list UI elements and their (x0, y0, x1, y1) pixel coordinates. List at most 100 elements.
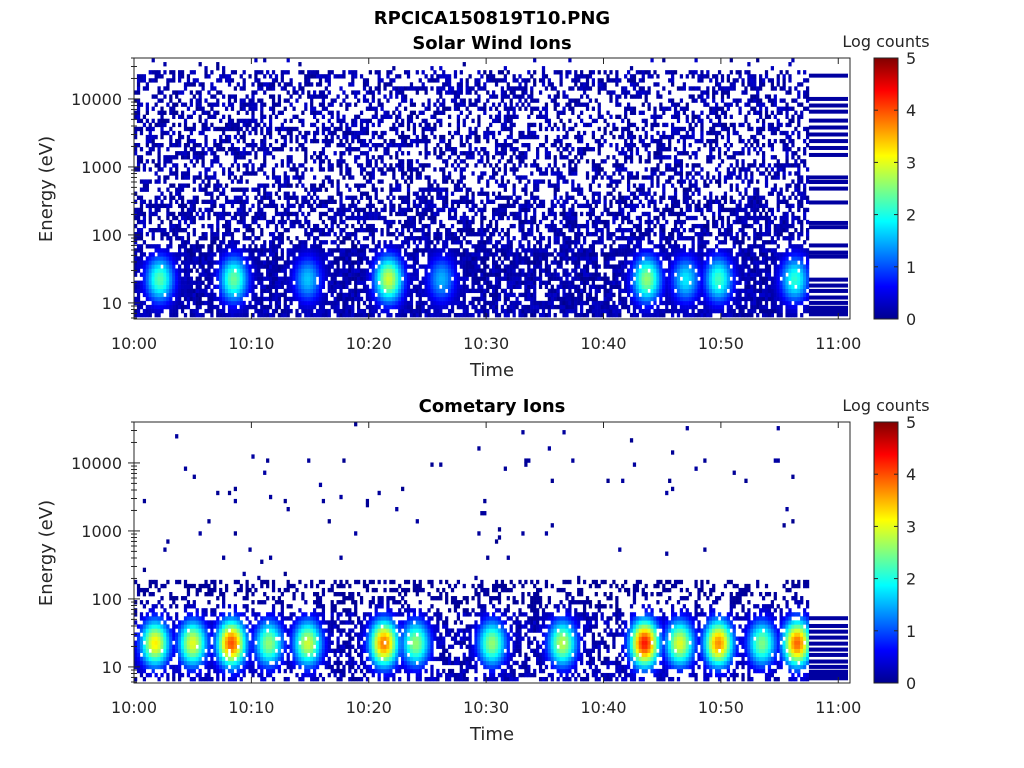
heatmap-cell (456, 240, 461, 245)
heatmap-cell (433, 260, 437, 265)
heatmap-cell (389, 252, 393, 257)
heatmap-cell (621, 248, 625, 253)
heatmap-cell (286, 304, 290, 310)
heatmap-cell (198, 264, 202, 269)
heatmap-cell (280, 236, 284, 241)
heatmap-cell (427, 207, 431, 213)
heatmap-cell (160, 260, 164, 265)
heatmap-cell (580, 256, 584, 261)
heatmap-cell (729, 304, 733, 310)
heatmap-cell (151, 227, 155, 233)
heatmap-cell (354, 268, 358, 273)
heatmap-cell (638, 215, 642, 221)
heatmap-cell (263, 264, 267, 269)
heatmap-cell (154, 292, 158, 298)
heatmap-cell (351, 300, 355, 306)
heatmap-cell (626, 203, 631, 209)
heatmap-cell (304, 276, 308, 281)
heatmap-cell (266, 219, 270, 225)
heatmap-cell (641, 308, 645, 314)
heatmap-cell (650, 256, 654, 261)
heatmap-cell (729, 227, 733, 233)
heatmap-cell (750, 312, 754, 318)
heatmap-cell (800, 292, 804, 298)
heatmap-cell (192, 215, 196, 221)
heatmap-cell (694, 207, 698, 213)
heatmap-cell (565, 260, 569, 265)
heatmap-cell (794, 308, 798, 314)
heatmap-cell (653, 215, 657, 221)
heatmap-cell (486, 284, 490, 289)
heatmap-cell (266, 268, 270, 273)
heatmap-cell (553, 312, 557, 318)
heatmap-cell (717, 232, 722, 237)
heatmap-cell (524, 280, 528, 285)
heatmap-cell (315, 264, 320, 269)
heatmap-cell (465, 252, 469, 257)
heatmap-cell (723, 240, 728, 245)
heatmap-cell (139, 248, 144, 253)
heatmap-cell (585, 256, 590, 261)
heatmap-cell (251, 256, 255, 261)
heatmap-cell (588, 304, 593, 310)
heatmap-cell (486, 276, 490, 281)
heatmap-cell (706, 268, 710, 273)
heatmap-cell (533, 280, 537, 285)
heatmap-cell (580, 304, 584, 310)
heatmap-cell (694, 288, 698, 294)
heatmap-cell (632, 260, 637, 265)
heatmap-cell (178, 268, 182, 273)
heatmap-cell (653, 292, 657, 298)
heatmap-cell (691, 227, 695, 233)
heatmap-cell (453, 199, 458, 205)
heatmap-cell (668, 296, 672, 302)
heatmap-cell (175, 308, 179, 314)
heatmap-cell (759, 276, 763, 281)
heatmap-cell (662, 268, 666, 273)
heatmap-cell (788, 207, 792, 213)
heatmap-cell (183, 248, 188, 253)
heatmap-cell (286, 199, 290, 205)
heatmap-cell (668, 256, 672, 261)
heatmap-cell (512, 252, 516, 257)
heatmap-cell (629, 240, 634, 245)
heatmap-cell (562, 312, 566, 318)
heatmap-cell (477, 300, 481, 306)
heatmap-cell (222, 264, 226, 269)
heatmap-cell (327, 308, 331, 314)
heatmap-cell (624, 256, 628, 261)
heatmap-cell (230, 284, 235, 289)
heatmap-cell (227, 276, 232, 281)
heatmap-cell (591, 260, 595, 265)
heatmap-cell (676, 292, 681, 298)
heatmap-cell (424, 223, 428, 229)
heatmap-cell (163, 203, 167, 209)
heatmap-cell (550, 272, 554, 277)
heatmap-cell (406, 199, 411, 205)
heatmap-cell (761, 288, 766, 294)
heatmap-cell (301, 304, 305, 310)
heatmap-cell (767, 264, 772, 269)
heatmap-cell (298, 264, 302, 269)
heatmap-cell (659, 264, 663, 269)
heatmap-cell (292, 223, 296, 229)
heatmap-cell (489, 199, 493, 205)
heatmap-cell (160, 296, 164, 302)
heatmap-cell (521, 256, 525, 261)
heatmap-cell (527, 280, 531, 285)
heatmap-cell (568, 296, 572, 302)
heatmap-cell (679, 288, 684, 294)
heatmap-cell (392, 187, 396, 192)
heatmap-cell (717, 252, 722, 257)
heatmap-cell (785, 256, 789, 261)
heatmap-cell (336, 284, 340, 289)
heatmap-cell (307, 256, 311, 261)
heatmap-cell (254, 215, 258, 221)
heatmap-cell (280, 280, 284, 285)
heatmap-cell (609, 296, 613, 302)
heatmap-cell (773, 272, 777, 277)
heatmap-cell (559, 276, 563, 281)
heatmap-cell (612, 276, 616, 281)
heatmap-cell (776, 252, 780, 257)
heatmap-cell (433, 203, 437, 209)
